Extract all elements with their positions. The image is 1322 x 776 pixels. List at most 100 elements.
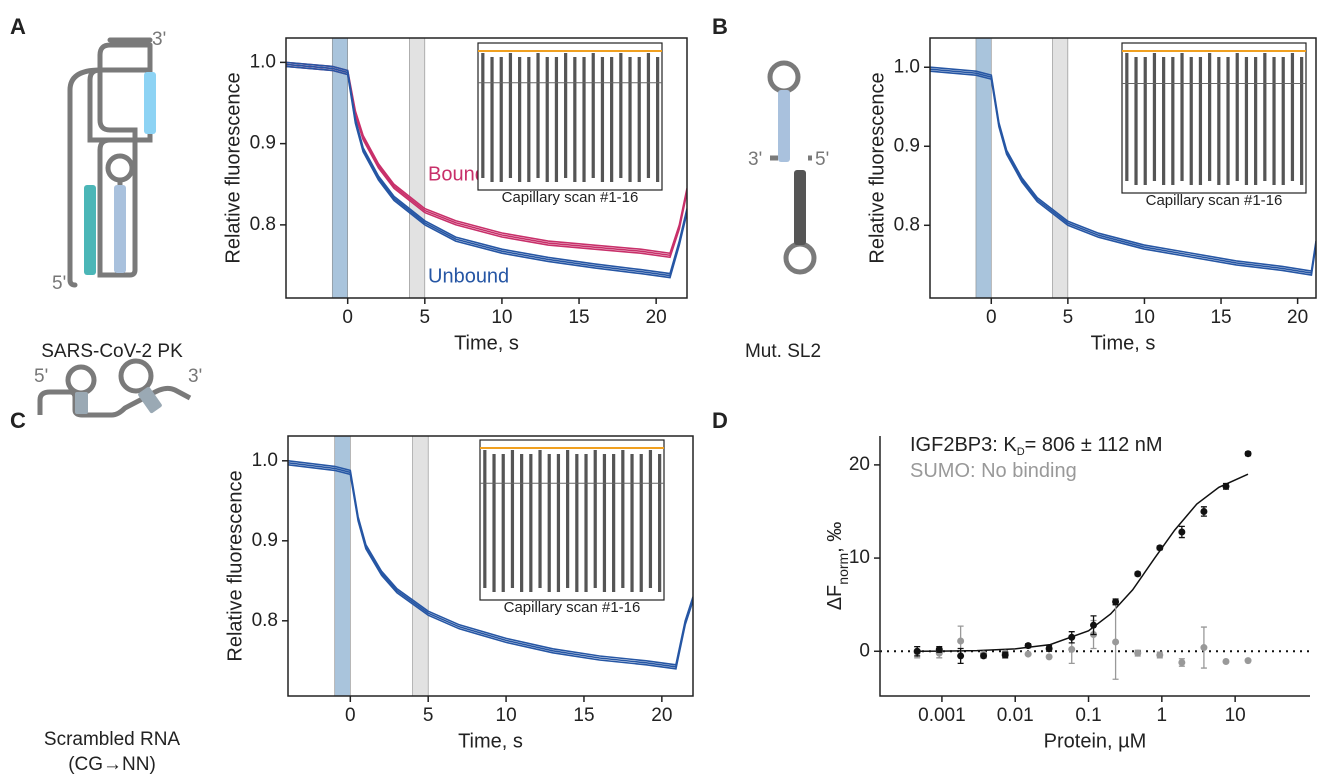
inset-peak (619, 53, 623, 178)
inset-peak (591, 53, 595, 178)
inset-peak (646, 53, 651, 178)
inset-peak (621, 450, 625, 588)
x-tick-label: 0 (342, 307, 353, 328)
inset (479, 439, 665, 601)
inset-peak (554, 57, 559, 182)
point (1134, 570, 1142, 578)
y-tick-label: 20 (849, 454, 870, 475)
stem (144, 72, 156, 134)
point (935, 645, 943, 653)
point (1200, 644, 1208, 652)
point (1156, 651, 1164, 659)
region (412, 435, 429, 697)
inset-peak (1300, 57, 1304, 185)
inset-peak (510, 450, 515, 588)
plot-frame (929, 37, 1317, 299)
x-axis-label: Time, s (458, 730, 523, 752)
point (1001, 651, 1009, 659)
inset-peak (499, 57, 503, 182)
x-tick-label: 10 (1225, 705, 1246, 726)
caption: Mut. SL2 (745, 341, 821, 362)
y-tick-label: 1.0 (250, 51, 276, 72)
schematic-a (67, 37, 153, 288)
point (1222, 658, 1230, 666)
y-tick-label: 0 (859, 640, 870, 661)
y-axis-label: Relative fluorescence (224, 470, 246, 661)
inset-peak (520, 454, 524, 592)
inset-peak (1134, 57, 1138, 185)
inset-peak (545, 57, 549, 182)
point (1024, 650, 1032, 658)
inset-peak (648, 450, 653, 588)
inset-label: Capillary scan #1-16 (1146, 192, 1283, 209)
y-tick-label: 0.8 (894, 214, 920, 235)
y-tick-label: 0.8 (252, 610, 278, 631)
inset-peak (1171, 57, 1175, 185)
end-label: 3' (188, 366, 202, 387)
y-axis-label: Relative fluorescence (222, 72, 244, 263)
inset-peak (566, 450, 570, 588)
inset-peak (582, 57, 586, 182)
panel-labels: A B C D (10, 14, 728, 433)
region (334, 435, 351, 697)
stem (778, 90, 790, 162)
schematic-c (37, 358, 192, 418)
x-tick-label: 0.001 (918, 705, 966, 726)
inset-peak (492, 454, 496, 592)
x-tick-label: 0 (986, 307, 997, 328)
annotation-part: SUMO: No binding (910, 460, 1077, 482)
x-tick-label: 20 (651, 705, 672, 726)
y-axis-label-part: , ‰ (824, 522, 846, 553)
inset-peak (602, 454, 607, 592)
y-tick-label: 0.9 (250, 133, 276, 154)
inset-peak (584, 454, 588, 592)
y-axis-label: Relative fluorescence (866, 72, 888, 263)
point (1134, 649, 1142, 657)
point (1045, 653, 1053, 661)
stem (84, 185, 96, 275)
x-tick-label: 0.01 (997, 705, 1034, 726)
annotation: SUMO: No binding (910, 460, 1077, 482)
caption: (CG→NN) (68, 754, 156, 775)
region (409, 37, 426, 299)
inset-peak (600, 57, 605, 182)
inset-peak (1162, 57, 1166, 185)
point (1068, 645, 1076, 653)
x-tick-label: 10 (496, 705, 517, 726)
point (1024, 642, 1032, 650)
inset-peak (637, 57, 641, 182)
inset-peak (658, 454, 662, 592)
inset-peak (593, 450, 597, 588)
end-label: 3' (748, 149, 762, 170)
y-tick-label: 1.0 (252, 450, 278, 471)
x-axis-label: Time, s (1091, 332, 1156, 354)
inset-peak (483, 450, 487, 588)
inset-label: Capillary scan #1-16 (502, 189, 639, 206)
inset-frame (477, 42, 663, 191)
panel-letter: D (712, 408, 728, 433)
inset-peak (538, 450, 542, 588)
annotation: IGF2BP3: KD= 806 ± 112 nM (910, 434, 1163, 458)
trace (286, 65, 687, 279)
y-tick-label: 0.9 (894, 135, 920, 156)
inset-peak (1217, 57, 1221, 185)
inset-peak (630, 454, 634, 592)
x-tick-label: 10 (491, 307, 512, 328)
inset-peak (547, 454, 551, 592)
inset-peak (1281, 57, 1285, 185)
plot-frame (285, 37, 688, 299)
panel-letter: A (10, 14, 26, 39)
end-label: 5' (52, 273, 66, 294)
trace (930, 70, 1316, 277)
x-tick-label: 20 (1287, 307, 1308, 328)
inset-peak (575, 454, 579, 592)
end-label: 5' (34, 366, 48, 387)
inset-peak (1290, 53, 1295, 181)
inset-peak (628, 57, 632, 182)
caption: SARS-CoV-2 PK (41, 341, 183, 362)
y-tick-label: 10 (849, 547, 870, 568)
point (1112, 638, 1120, 646)
annotation-part: D (1017, 446, 1025, 458)
inset-frame (1121, 42, 1307, 194)
